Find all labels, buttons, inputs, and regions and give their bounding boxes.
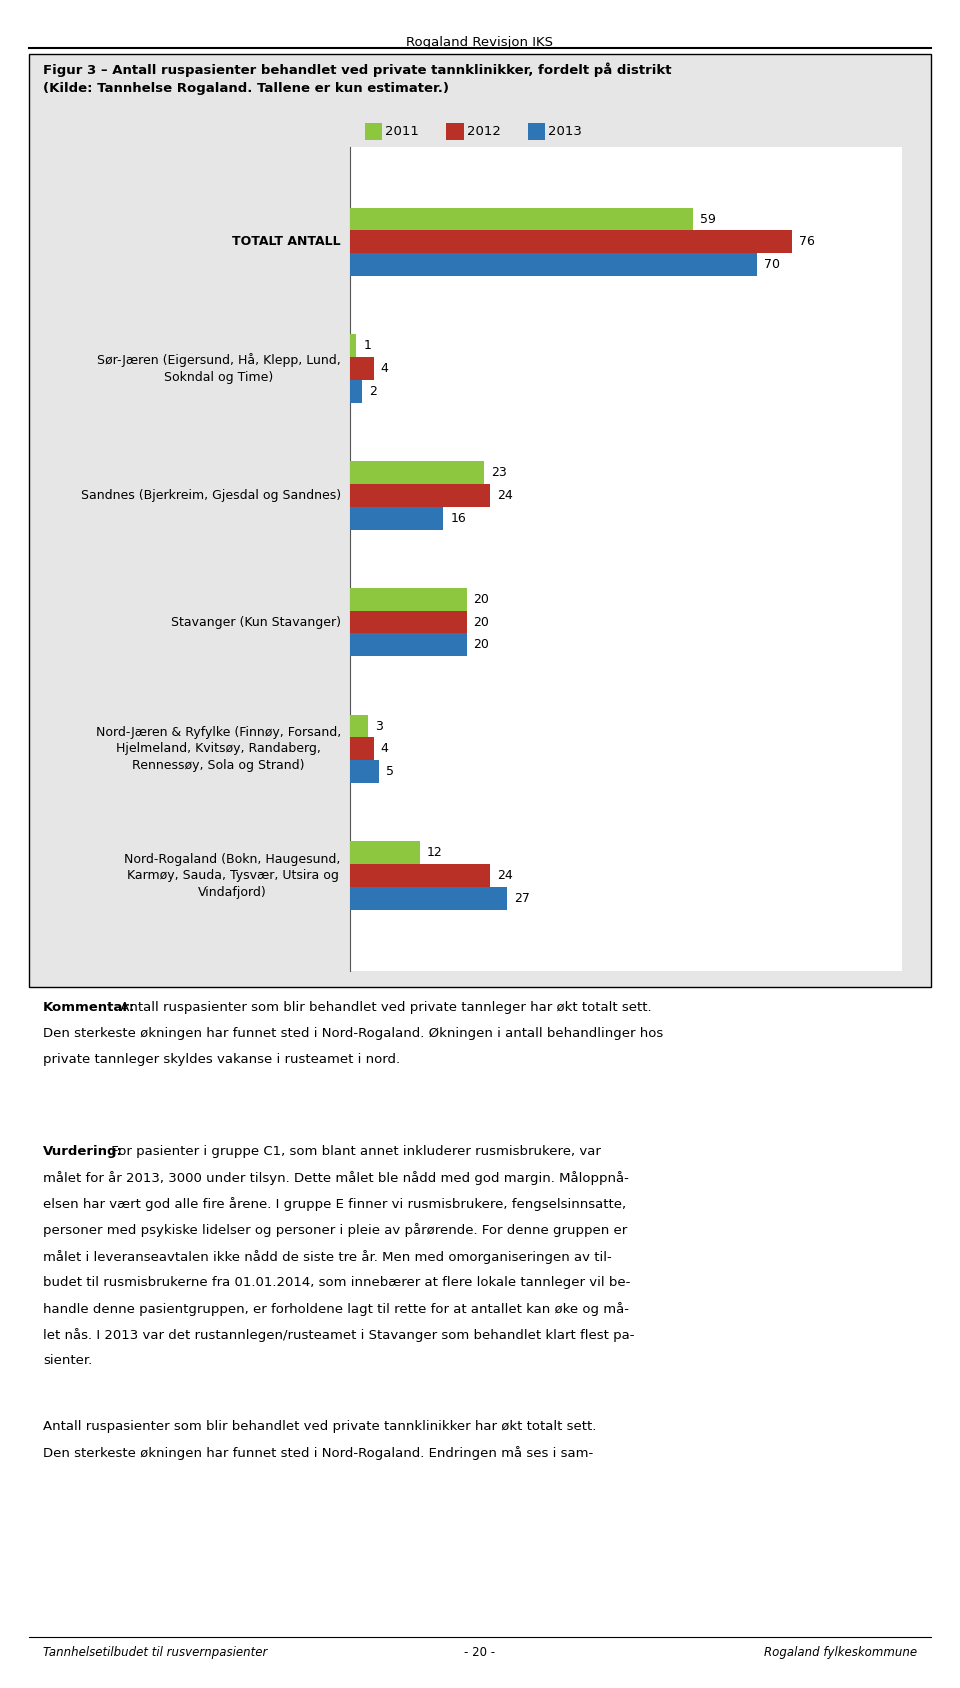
Text: handle denne pasientgruppen, er forholdene lagt til rette for at antallet kan øk: handle denne pasientgruppen, er forholde… xyxy=(43,1301,629,1317)
Text: Figur 3 – Antall ruspasienter behandlet ved private tannklinikker, fordelt på di: Figur 3 – Antall ruspasienter behandlet … xyxy=(43,62,672,95)
Text: Sandnes (Bjerkreim, Gjesdal og Sandnes): Sandnes (Bjerkreim, Gjesdal og Sandnes) xyxy=(81,490,341,501)
Text: sienter.: sienter. xyxy=(43,1354,92,1367)
Bar xyxy=(350,587,467,611)
Bar xyxy=(350,208,693,231)
Bar xyxy=(350,253,757,277)
Text: 20: 20 xyxy=(473,638,490,652)
Text: Antall ruspasienter som blir behandlet ved private tannleger har økt totalt sett: Antall ruspasienter som blir behandlet v… xyxy=(116,1001,652,1014)
Text: private tannleger skyldes vakanse i rusteamet i nord.: private tannleger skyldes vakanse i rust… xyxy=(43,1053,400,1067)
Text: Den sterkeste økningen har funnet sted i Nord-Rogaland. Økningen i antall behand: Den sterkeste økningen har funnet sted i… xyxy=(43,1026,663,1040)
Bar xyxy=(350,714,368,738)
Bar xyxy=(350,484,490,506)
Text: 5: 5 xyxy=(387,765,395,778)
Text: Sør-Jæren (Eigersund, Hå, Klepp, Lund,
Sokndal og Time): Sør-Jæren (Eigersund, Hå, Klepp, Lund, S… xyxy=(97,353,341,383)
Bar xyxy=(350,358,373,380)
Text: Den sterkeste økningen har funnet sted i Nord-Rogaland. Endringen må ses i sam-: Den sterkeste økningen har funnet sted i… xyxy=(43,1445,593,1460)
Text: Stavanger (Kun Stavanger): Stavanger (Kun Stavanger) xyxy=(171,616,341,628)
Text: 2013: 2013 xyxy=(548,125,582,138)
Text: let nås. I 2013 var det rustannlegen/rusteamet i Stavanger som behandlet klart f: let nås. I 2013 var det rustannlegen/rus… xyxy=(43,1328,635,1342)
Text: Rogaland Revisjon IKS: Rogaland Revisjon IKS xyxy=(406,35,554,49)
Text: personer med psykiske lidelser og personer i pleie av pårørende. For denne grupp: personer med psykiske lidelser og person… xyxy=(43,1224,628,1237)
Bar xyxy=(350,334,356,358)
Text: Nord-Rogaland (Bokn, Haugesund,
Karmøy, Sauda, Tysvær, Utsira og
Vindafjord): Nord-Rogaland (Bokn, Haugesund, Karmøy, … xyxy=(125,852,341,898)
Text: 16: 16 xyxy=(450,511,467,525)
Text: 70: 70 xyxy=(764,258,780,272)
Bar xyxy=(350,380,362,403)
Text: 12: 12 xyxy=(427,846,443,859)
Text: elsen har vært god alle fire årene. I gruppe E finner vi rusmisbrukere, fengsels: elsen har vært god alle fire årene. I gr… xyxy=(43,1197,626,1212)
Text: Tannhelsetilbudet til rusvernpasienter: Tannhelsetilbudet til rusvernpasienter xyxy=(43,1646,268,1659)
Text: 20: 20 xyxy=(473,616,490,628)
Text: 76: 76 xyxy=(799,235,815,248)
Text: 2: 2 xyxy=(369,385,377,398)
Bar xyxy=(350,231,792,253)
Text: 2011: 2011 xyxy=(385,125,419,138)
Text: budet til rusmisbrukerne fra 01.01.2014, som innebærer at flere lokale tannleger: budet til rusmisbrukerne fra 01.01.2014,… xyxy=(43,1276,631,1288)
Text: Antall ruspasienter som blir behandlet ved private tannklinikker har økt totalt : Antall ruspasienter som blir behandlet v… xyxy=(43,1420,596,1433)
Text: Vurdering:: Vurdering: xyxy=(43,1144,123,1158)
Text: 4: 4 xyxy=(380,743,389,755)
Bar xyxy=(350,841,420,864)
Text: Kommentar:: Kommentar: xyxy=(43,1001,135,1014)
Text: 1: 1 xyxy=(363,339,372,353)
Text: 24: 24 xyxy=(497,490,513,501)
Bar xyxy=(350,864,490,886)
Bar xyxy=(350,633,467,657)
Text: 59: 59 xyxy=(700,213,716,226)
Text: 4: 4 xyxy=(380,363,389,375)
Text: - 20 -: - 20 - xyxy=(465,1646,495,1659)
Bar xyxy=(350,886,507,910)
Text: 27: 27 xyxy=(515,891,530,905)
Text: TOTALT ANTALL: TOTALT ANTALL xyxy=(232,235,341,248)
Text: 2012: 2012 xyxy=(467,125,500,138)
Bar xyxy=(350,506,444,530)
Text: 20: 20 xyxy=(473,592,490,606)
Text: Rogaland fylkeskommune: Rogaland fylkeskommune xyxy=(763,1646,917,1659)
Text: målet i leveranseavtalen ikke nådd de siste tre år. Men med omorganiseringen av : målet i leveranseavtalen ikke nådd de si… xyxy=(43,1249,612,1264)
Text: Nord-Jæren & Ryfylke (Finnøy, Forsand,
Hjelmeland, Kvitsøy, Randaberg,
Rennessøy: Nord-Jæren & Ryfylke (Finnøy, Forsand, H… xyxy=(96,726,341,771)
Bar xyxy=(350,738,373,760)
Text: 3: 3 xyxy=(374,719,383,733)
Bar xyxy=(350,760,379,783)
Text: 24: 24 xyxy=(497,869,513,883)
Text: målet for år 2013, 3000 under tilsyn. Dette målet ble nådd med god margin. Målop: målet for år 2013, 3000 under tilsyn. De… xyxy=(43,1171,629,1185)
Text: 23: 23 xyxy=(491,466,507,479)
Bar xyxy=(350,461,484,484)
Bar xyxy=(350,611,467,633)
Text: For pasienter i gruppe C1, som blant annet inkluderer rusmisbrukere, var: For pasienter i gruppe C1, som blant ann… xyxy=(107,1144,600,1158)
